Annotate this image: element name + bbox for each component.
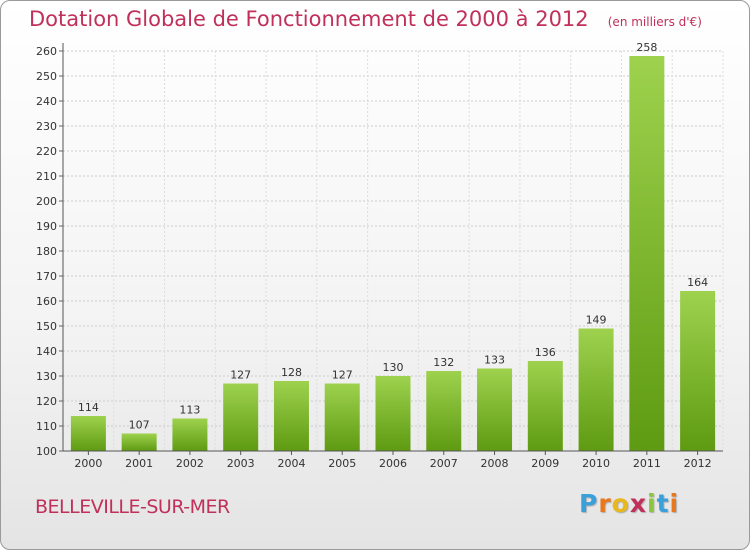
y-tick-label: 250 — [36, 70, 57, 83]
bar-value-label: 127 — [332, 369, 353, 382]
bar-value-label: 149 — [586, 314, 607, 327]
bar-value-label: 164 — [687, 276, 708, 289]
bar-value-label: 136 — [535, 346, 556, 359]
y-tick-label: 180 — [36, 245, 57, 258]
bar-2007 — [426, 371, 462, 451]
bar-2004 — [273, 381, 309, 451]
logo-letter: o — [611, 489, 630, 518]
x-tick-label: 2008 — [481, 457, 509, 470]
x-tick-label: 2005 — [328, 457, 356, 470]
y-tick-label: 220 — [36, 145, 57, 158]
bar-value-label: 128 — [281, 366, 302, 379]
logo-letter: t — [656, 489, 670, 518]
bar-2008 — [477, 368, 513, 451]
bar-2005 — [324, 383, 360, 451]
x-tick-label: 2006 — [379, 457, 407, 470]
x-tick-label: 2011 — [633, 457, 661, 470]
x-tick-label: 2009 — [531, 457, 559, 470]
bar-value-label: 258 — [636, 41, 657, 54]
commune-name: BELLEVILLE-SUR-MER — [35, 496, 230, 518]
x-tick-label: 2003 — [227, 457, 255, 470]
bar-value-label: 107 — [129, 419, 150, 432]
y-tick-label: 150 — [36, 320, 57, 333]
y-tick-label: 130 — [36, 370, 57, 383]
bar-value-label: 127 — [230, 369, 251, 382]
y-tick-label: 100 — [36, 445, 57, 458]
bar-2003 — [223, 383, 259, 451]
proxiti-logo: Proxiti — [579, 489, 679, 518]
bar-2000 — [70, 416, 106, 451]
bar-2002 — [172, 418, 208, 451]
bar-2001 — [121, 433, 157, 451]
x-tick-label: 2002 — [176, 457, 204, 470]
title-row: Dotation Globale de Fonctionnement de 20… — [29, 7, 702, 31]
logo-letter: P — [579, 489, 599, 518]
y-tick-label: 170 — [36, 270, 57, 283]
bar-2006 — [375, 376, 411, 451]
bar-2012 — [680, 291, 716, 451]
y-tick-label: 240 — [36, 95, 57, 108]
x-tick-label: 2000 — [74, 457, 102, 470]
y-tick-label: 260 — [36, 45, 57, 58]
y-tick-label: 140 — [36, 345, 57, 358]
y-tick-label: 210 — [36, 170, 57, 183]
x-tick-label: 2012 — [684, 457, 712, 470]
logo-letter: i — [669, 489, 680, 518]
chart-unit: (en milliers d'€) — [607, 15, 702, 29]
axis-layer: 100 110 120 130 140 150 160 170 180 190 200 210 220 2… — [36, 43, 723, 470]
y-tick-label: 190 — [36, 220, 57, 233]
logo-letter: r — [598, 489, 612, 518]
y-tick-label: 110 — [36, 420, 57, 433]
y-tick-label: 230 — [36, 120, 57, 133]
chart-title: Dotation Globale de Fonctionnement de 20… — [29, 7, 589, 31]
bar-value-label: 133 — [484, 354, 505, 367]
y-tick-label: 120 — [36, 395, 57, 408]
y-tick-label: 200 — [36, 195, 57, 208]
bar-value-label: 114 — [78, 401, 99, 414]
x-tick-label: 2001 — [125, 457, 153, 470]
bar-value-label: 130 — [383, 361, 404, 374]
y-tick-label: 160 — [36, 295, 57, 308]
bar-2010 — [578, 328, 614, 451]
logo-letter: i — [647, 489, 657, 518]
x-tick-label: 2004 — [277, 457, 305, 470]
bar-value-label: 132 — [433, 356, 454, 369]
logo-letter: x — [629, 489, 647, 518]
x-tick-label: 2010 — [582, 457, 610, 470]
bar-2011 — [629, 56, 665, 451]
x-tick-label: 2007 — [430, 457, 458, 470]
bar-2009 — [527, 361, 563, 451]
bar-layer: 114 107 113 127 128 127 130 132 133 136 149 258 164 — [70, 41, 716, 451]
bar-value-label: 113 — [179, 404, 200, 417]
